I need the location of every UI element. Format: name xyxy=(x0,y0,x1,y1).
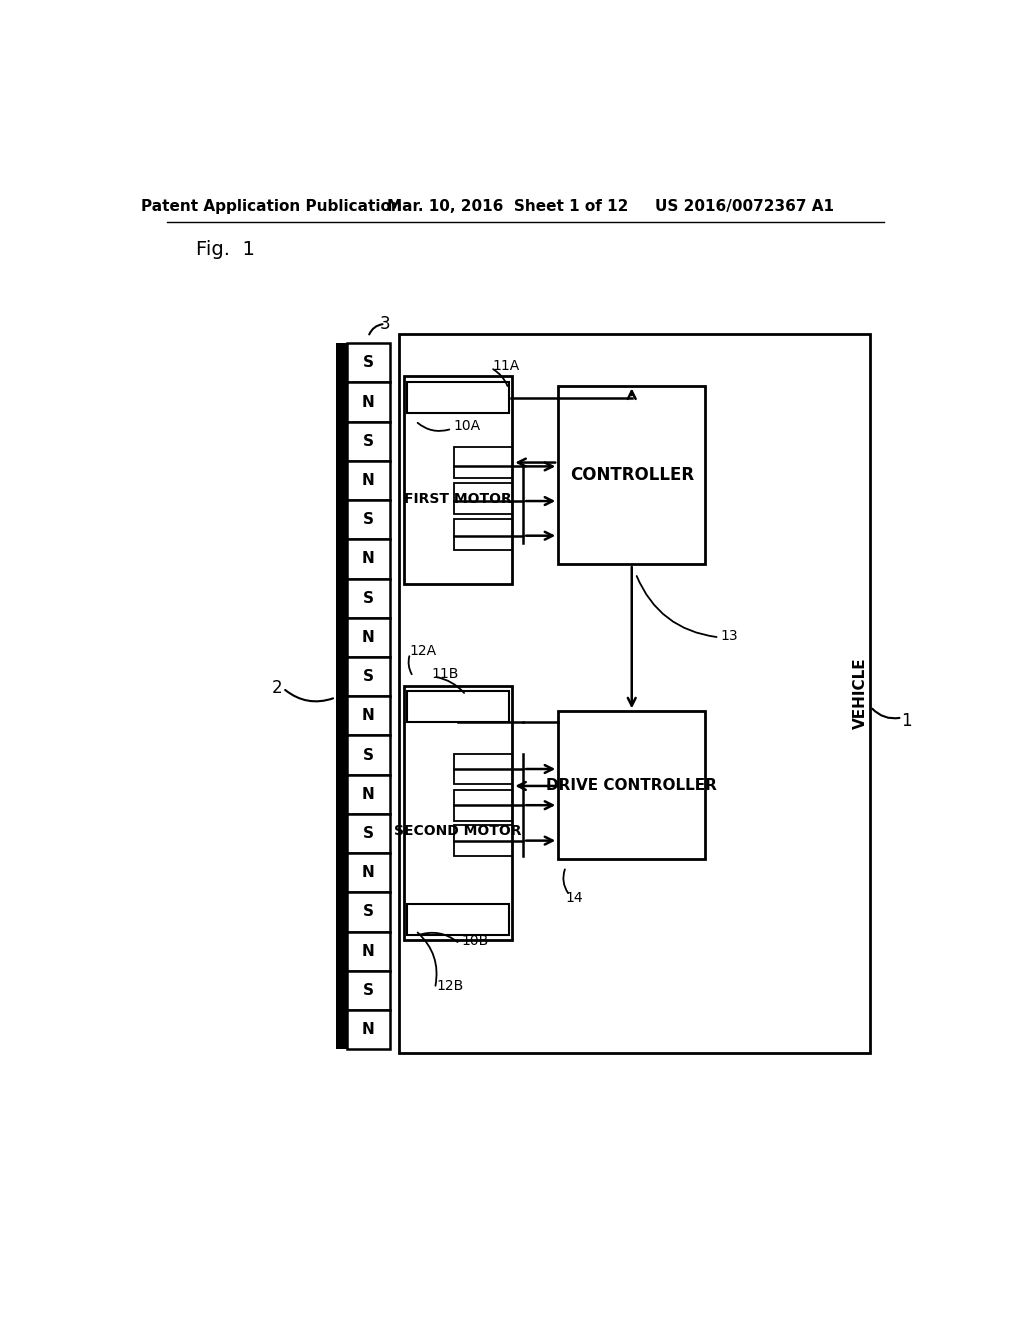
Bar xyxy=(346,461,390,500)
Bar xyxy=(346,1010,390,1049)
Text: S: S xyxy=(362,983,374,998)
Text: 10B: 10B xyxy=(461,935,488,949)
Bar xyxy=(346,657,390,696)
Text: 12A: 12A xyxy=(410,644,436,659)
Text: 10A: 10A xyxy=(454,420,480,433)
Bar xyxy=(407,383,509,413)
Bar xyxy=(346,735,390,775)
Bar xyxy=(346,892,390,932)
Text: S: S xyxy=(362,512,374,527)
Bar xyxy=(346,421,390,461)
Bar xyxy=(346,932,390,970)
Text: N: N xyxy=(361,473,375,488)
Text: N: N xyxy=(361,552,375,566)
Text: 13: 13 xyxy=(721,628,738,643)
Bar xyxy=(455,519,512,549)
Bar xyxy=(558,711,706,859)
Bar xyxy=(346,540,390,578)
Bar xyxy=(346,696,390,735)
Text: 3: 3 xyxy=(380,315,390,333)
Bar xyxy=(346,853,390,892)
Text: 11A: 11A xyxy=(493,359,519,374)
Text: N: N xyxy=(361,709,375,723)
Bar xyxy=(407,692,509,722)
Text: 11B: 11B xyxy=(432,668,459,681)
Bar xyxy=(455,754,512,784)
Bar xyxy=(403,686,512,940)
Text: N: N xyxy=(361,866,375,880)
Text: Fig.  1: Fig. 1 xyxy=(197,240,255,259)
Text: S: S xyxy=(362,669,374,684)
Text: DRIVE CONTROLLER: DRIVE CONTROLLER xyxy=(547,777,717,793)
Bar xyxy=(346,618,390,657)
Text: FIRST MOTOR: FIRST MOTOR xyxy=(404,492,512,506)
Text: S: S xyxy=(362,904,374,920)
Text: VEHICLE: VEHICLE xyxy=(853,657,868,730)
Text: N: N xyxy=(361,944,375,958)
Text: 2: 2 xyxy=(271,680,283,697)
Bar xyxy=(399,334,870,1053)
Text: SECOND MOTOR: SECOND MOTOR xyxy=(394,824,522,838)
Bar xyxy=(346,500,390,540)
Text: S: S xyxy=(362,434,374,449)
Bar xyxy=(346,383,390,421)
Bar xyxy=(346,814,390,853)
Bar xyxy=(407,904,509,935)
Text: 14: 14 xyxy=(566,891,584,904)
Text: S: S xyxy=(362,747,374,763)
Bar xyxy=(346,775,390,814)
Bar xyxy=(346,343,390,383)
Text: N: N xyxy=(361,1022,375,1038)
Bar xyxy=(346,578,390,618)
Bar xyxy=(455,825,512,857)
Text: S: S xyxy=(362,590,374,606)
Text: 1: 1 xyxy=(901,711,912,730)
Bar xyxy=(455,447,512,478)
Text: Patent Application Publication: Patent Application Publication xyxy=(141,198,401,214)
Text: Mar. 10, 2016  Sheet 1 of 12: Mar. 10, 2016 Sheet 1 of 12 xyxy=(387,198,629,214)
Text: N: N xyxy=(361,395,375,409)
Bar xyxy=(558,385,706,564)
Text: 12B: 12B xyxy=(436,979,464,993)
Text: S: S xyxy=(362,826,374,841)
Text: N: N xyxy=(361,630,375,645)
Text: CONTROLLER: CONTROLLER xyxy=(569,466,694,484)
Bar xyxy=(346,970,390,1010)
Bar xyxy=(403,376,512,585)
Text: N: N xyxy=(361,787,375,801)
Bar xyxy=(336,343,346,1049)
Bar xyxy=(455,483,512,515)
Bar xyxy=(455,789,512,821)
Text: US 2016/0072367 A1: US 2016/0072367 A1 xyxy=(654,198,834,214)
Text: S: S xyxy=(362,355,374,371)
